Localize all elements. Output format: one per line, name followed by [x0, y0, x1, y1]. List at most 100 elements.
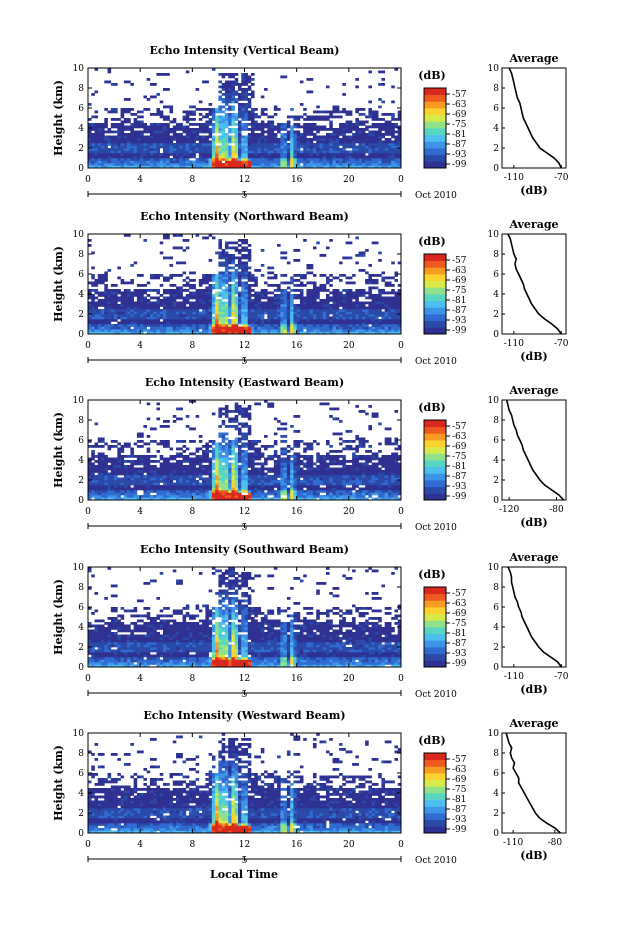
heatmap-cell — [101, 140, 105, 144]
heatmap-cell — [355, 319, 359, 322]
heatmap-cell — [251, 331, 255, 335]
heatmap-cell — [159, 301, 164, 305]
y-tick-label: 2 — [78, 310, 84, 320]
heatmap-cell — [159, 480, 164, 483]
heatmap-cell — [110, 304, 115, 307]
heatmap-cell — [182, 492, 187, 496]
heatmap-cell — [332, 145, 337, 149]
heatmap-cell — [326, 133, 330, 136]
heatmap-cell — [91, 294, 95, 297]
panel-1: Echo Intensity (Vertical Beam)0246810Hei… — [52, 44, 569, 201]
panel-title: Echo Intensity (Vertical Beam) — [149, 44, 339, 57]
heatmap-cell — [368, 311, 372, 315]
heatmap-cell — [247, 155, 252, 159]
heatmap-cell — [195, 135, 200, 139]
heatmap-cell — [355, 261, 359, 265]
heatmap-cell — [88, 309, 92, 312]
heatmap-cell — [159, 251, 164, 255]
heatmap-cell — [299, 165, 304, 169]
heatmap-cell — [97, 309, 102, 312]
heatmap-cell — [319, 254, 324, 257]
heatmap-cell — [316, 115, 320, 119]
heatmap-cell — [319, 128, 324, 131]
heatmap-cell — [257, 128, 262, 131]
heatmap-cell — [299, 145, 304, 149]
heatmap-cell — [107, 160, 112, 164]
heatmap-cell — [117, 291, 121, 295]
heatmap-cell — [241, 158, 245, 161]
heatmap-cell — [107, 269, 112, 272]
heatmap-cell — [146, 417, 151, 421]
heatmap-cell — [94, 467, 99, 471]
heatmap-cell — [107, 445, 112, 448]
heatmap-cell — [267, 145, 271, 149]
heatmap-cell — [280, 294, 284, 297]
heatmap-cell — [182, 148, 187, 151]
heatmap-cell — [166, 145, 170, 149]
heatmap-cell — [172, 155, 177, 159]
heatmap-cell — [316, 286, 320, 290]
heatmap-cell — [352, 138, 356, 141]
heatmap-cell — [234, 284, 239, 287]
heatmap-cell — [224, 100, 229, 104]
heatmap-cell — [120, 291, 125, 295]
heatmap-cell — [192, 148, 196, 151]
heatmap-cell — [237, 296, 242, 300]
heatmap-cell — [303, 150, 307, 154]
heatmap-cell — [136, 435, 141, 438]
heatmap-cell — [241, 128, 245, 131]
heatmap-cell — [156, 495, 161, 498]
heatmap-cell — [211, 128, 216, 131]
heatmap-cell — [156, 108, 161, 111]
heatmap-cell — [208, 234, 213, 237]
heatmap-cell — [185, 314, 190, 317]
heatmap-cell — [283, 163, 288, 166]
heatmap-cell — [146, 450, 151, 453]
heatmap-cell — [267, 138, 271, 141]
heatmap-cell — [153, 123, 157, 126]
y-tick-label: 4 — [78, 124, 84, 134]
heatmap-cell — [244, 165, 249, 169]
heatmap-cell — [185, 120, 190, 124]
heatmap-cell — [133, 314, 138, 317]
heatmap-cell — [202, 108, 206, 111]
heatmap-cell — [296, 331, 301, 335]
heatmap-cell — [221, 306, 226, 310]
heatmap-cell — [342, 296, 346, 300]
heatmap-cell — [117, 497, 121, 501]
heatmap-cell — [280, 123, 284, 126]
heatmap-cell — [198, 470, 203, 473]
heatmap-cell — [231, 331, 236, 335]
heatmap-cell — [326, 143, 330, 146]
heatmap-cell — [358, 314, 363, 317]
heatmap-cell — [384, 128, 389, 131]
heatmap-cell — [130, 155, 134, 159]
heatmap-cell — [355, 150, 359, 154]
heatmap-cell — [192, 467, 196, 471]
heatmap-cell — [326, 153, 330, 156]
heatmap-cell — [264, 138, 268, 141]
heatmap-cell — [247, 274, 252, 277]
heatmap-cell — [231, 165, 236, 169]
heatmap-cell — [198, 108, 203, 111]
heatmap-cell — [335, 115, 340, 119]
heatmap-cell — [290, 138, 294, 141]
heatmap-cell — [296, 309, 301, 312]
heatmap-cell — [371, 140, 376, 144]
heatmap-cell — [283, 251, 288, 255]
heatmap-cell — [286, 143, 291, 146]
heatmap-cell — [329, 324, 333, 327]
heatmap-cell — [244, 115, 249, 119]
heatmap-cell — [176, 472, 180, 476]
heatmap-cell — [117, 163, 121, 166]
heatmap-cell — [280, 251, 284, 255]
heatmap-cell — [156, 331, 161, 335]
heatmap-cell — [107, 138, 112, 141]
y-tick-label: 8 — [78, 250, 84, 260]
heatmap-cell — [231, 75, 236, 79]
heatmap-cell — [120, 294, 125, 297]
heatmap-cell — [215, 138, 219, 141]
heatmap-cell — [101, 477, 105, 481]
heatmap-cell — [342, 329, 346, 332]
heatmap-cell — [244, 294, 249, 297]
